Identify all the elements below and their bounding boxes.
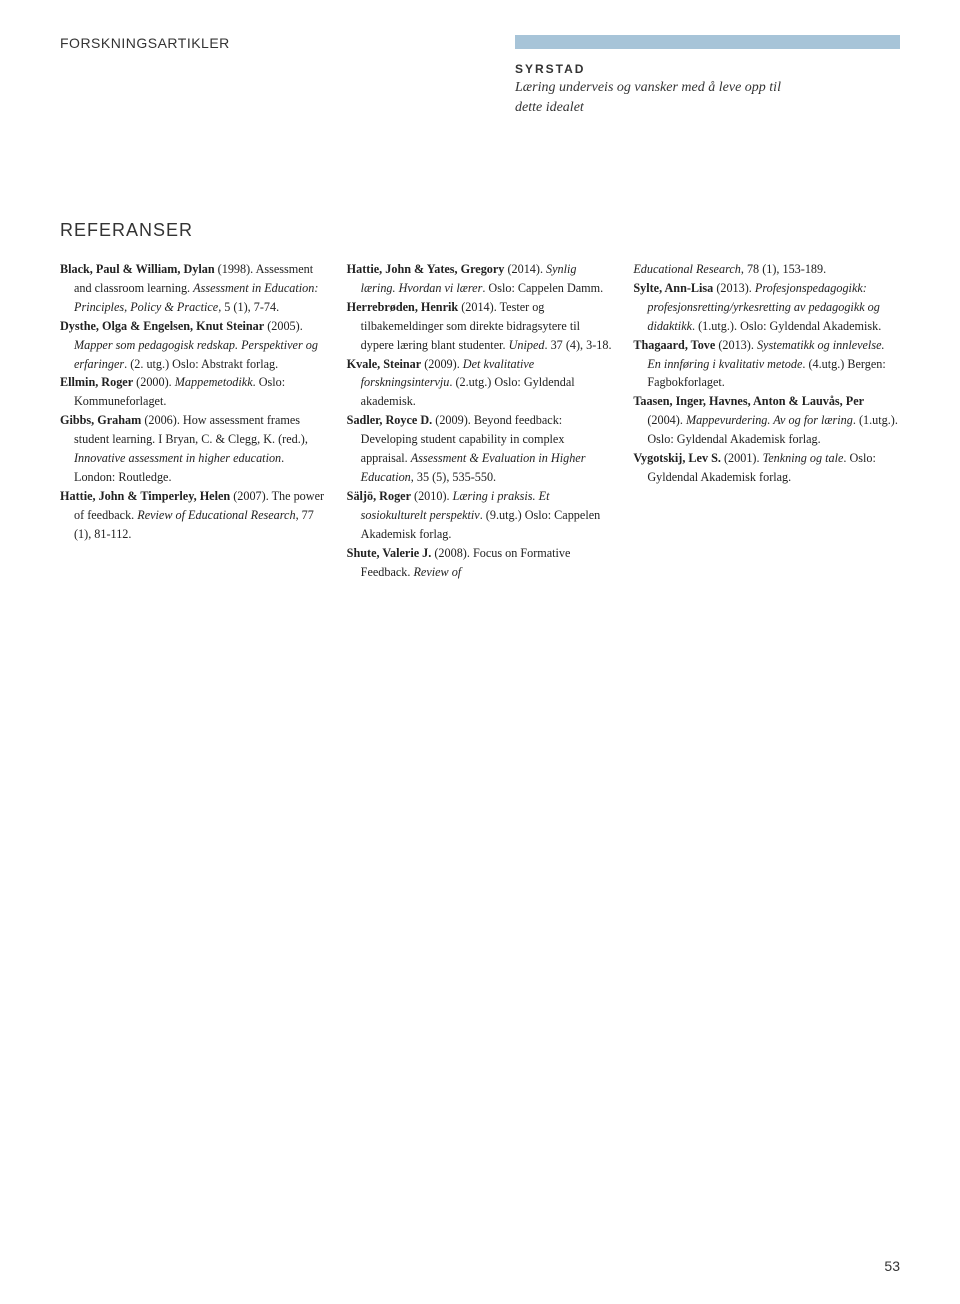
reference-entry: Sadler, Royce D. (2009). Beyond feedback… xyxy=(347,411,614,487)
page-number: 53 xyxy=(884,1258,900,1274)
references-heading: REFERANSER xyxy=(60,220,193,241)
reference-entry: Vygotskij, Lev S. (2001). Tenkning og ta… xyxy=(633,449,900,487)
reference-entry: Thagaard, Tove (2013). Systematikk og in… xyxy=(633,336,900,393)
reference-entry: Kvale, Steinar (2009). Det kvalitative f… xyxy=(347,355,614,412)
reference-entry: Educational Research, 78 (1), 153-189. xyxy=(633,260,900,279)
references-col-2: Hattie, John & Yates, Gregory (2014). Sy… xyxy=(347,260,614,581)
reference-entry: Taasen, Inger, Havnes, Anton & Lauvås, P… xyxy=(633,392,900,449)
reference-entry: Herrebrøden, Henrik (2014). Tester og ti… xyxy=(347,298,614,355)
reference-entry: Säljö, Roger (2010). Læring i praksis. E… xyxy=(347,487,614,544)
reference-entry: Dysthe, Olga & Engelsen, Knut Steinar (2… xyxy=(60,317,327,374)
reference-entry: Hattie, John & Yates, Gregory (2014). Sy… xyxy=(347,260,614,298)
references-col-3: Educational Research, 78 (1), 153-189.Sy… xyxy=(633,260,900,581)
reference-entry: Black, Paul & William, Dylan (1998). Ass… xyxy=(60,260,327,317)
author-name: SYRSTAD xyxy=(515,62,795,76)
references-col-1: Black, Paul & William, Dylan (1998). Ass… xyxy=(60,260,327,581)
reference-entry: Shute, Valerie J. (2008). Focus on Forma… xyxy=(347,544,614,582)
reference-entry: Ellmin, Roger (2000). Mappemetodikk. Osl… xyxy=(60,373,327,411)
reference-entry: Hattie, John & Timperley, Helen (2007). … xyxy=(60,487,327,544)
article-subtitle: Læring underveis og vansker med å leve o… xyxy=(515,78,795,119)
reference-entry: Sylte, Ann-Lisa (2013). Profesjonspedago… xyxy=(633,279,900,336)
reference-entry: Gibbs, Graham (2006). How assessment fra… xyxy=(60,411,327,487)
author-block: SYRSTAD Læring underveis og vansker med … xyxy=(515,62,795,119)
header-band xyxy=(515,35,900,49)
references-columns: Black, Paul & William, Dylan (1998). Ass… xyxy=(60,260,900,581)
section-label: FORSKNINGSARTIKLER xyxy=(60,35,230,51)
